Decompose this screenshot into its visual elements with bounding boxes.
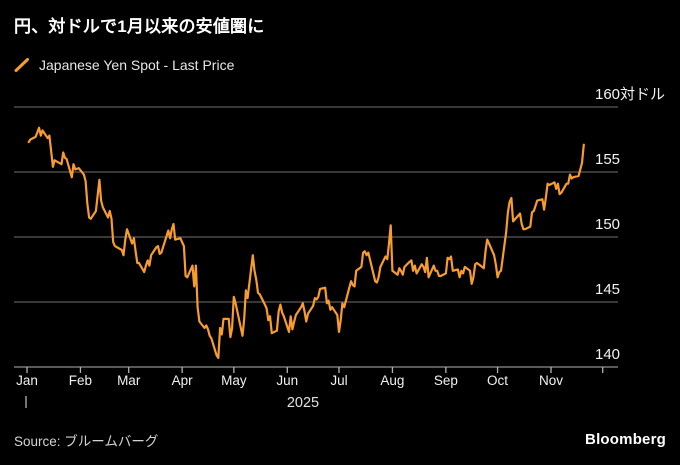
x-axis-label-nov: Nov [538,373,563,388]
x-axis-label-apr: Apr [171,373,193,388]
y-axis-label: 150 [595,216,621,233]
chart-title: 円、対ドルで1月以来の安値圏に [14,17,265,36]
x-axis-label-mar: Mar [117,373,141,388]
year-label: 2025 [286,395,320,411]
legend-label: Japanese Yen Spot - Last Price [39,57,235,73]
x-axis-label-jun: Jun [276,373,299,388]
y-axis-label: 160対ドル [595,86,666,103]
x-axis-label-may: May [221,373,247,388]
x-axis-label-aug: Aug [380,373,405,388]
x-axis-label-oct: Oct [487,373,509,388]
y-axis-label: 145 [595,281,621,298]
y-axis-label: 140 [595,346,621,363]
x-axis-label-feb: Feb [68,373,93,388]
y-axis-label: 155 [595,151,621,168]
x-axis-label-jan: Jan [16,373,38,388]
bloomberg-logo: Bloomberg [585,431,666,448]
x-axis-label-jul: Jul [330,373,348,388]
series-line-icon [14,57,30,73]
legend: Japanese Yen Spot - Last Price [14,57,234,73]
source-note: Source: ブルームバーグ [14,434,159,449]
x-axis-label-sep: Sep [433,373,458,388]
